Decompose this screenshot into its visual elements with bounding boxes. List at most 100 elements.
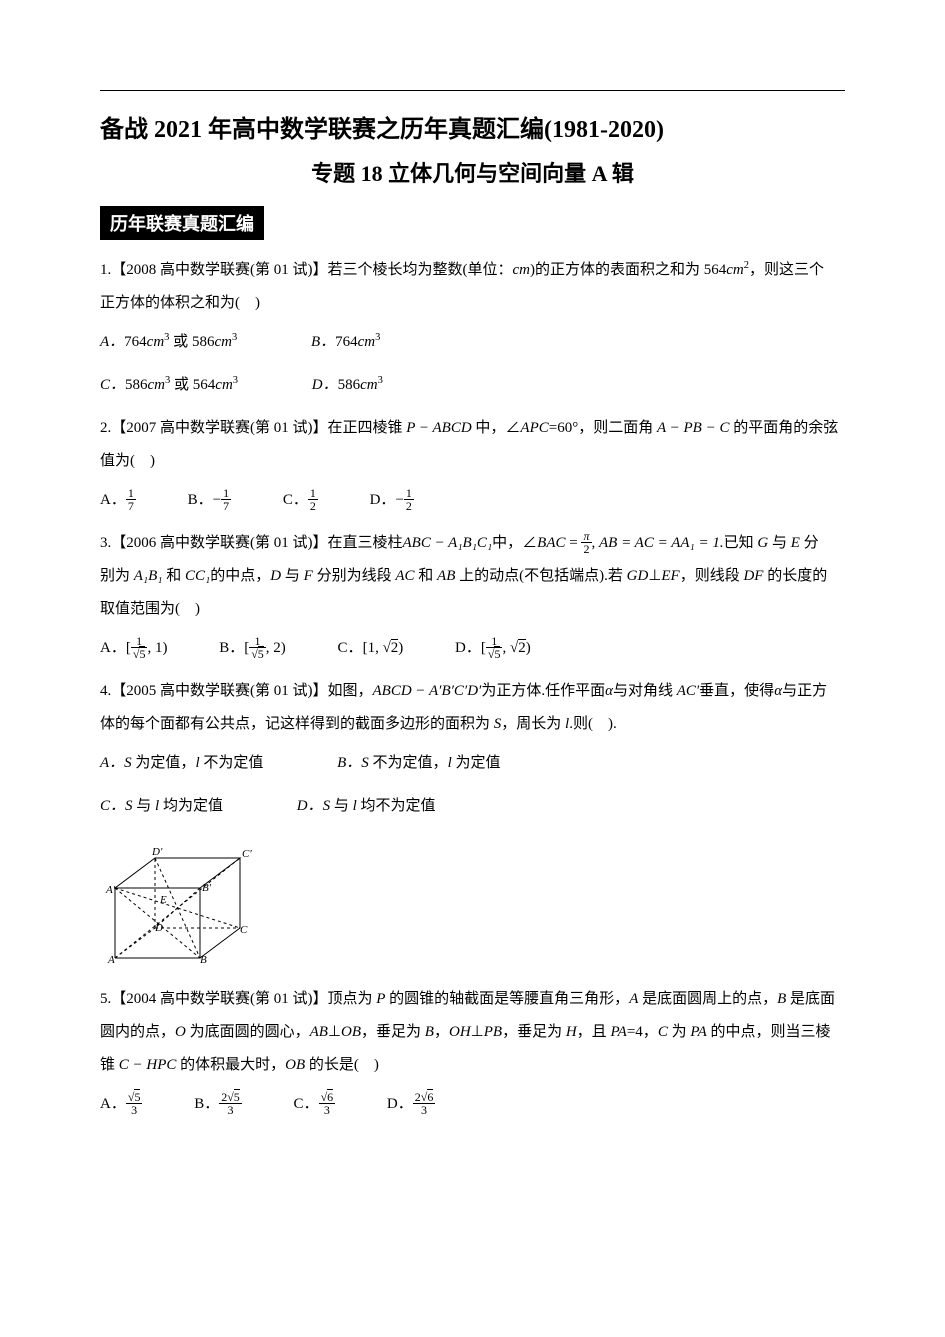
question-1: 1.【2008 高中数学联赛(第 01 试)】若三个棱长均为整数(单位：cm)的… — [100, 254, 845, 320]
q2-b-frac: 17 — [221, 487, 231, 512]
q5-a-label: A． — [100, 1096, 126, 1112]
q1-stem-b: )的正方体的表面积之和为 564 — [530, 262, 726, 278]
q3-df: DF — [743, 568, 763, 584]
q4-d-label: D． — [297, 798, 323, 814]
q3-gd: GD — [627, 568, 649, 584]
q4-l2a: 体的每个面都有公共点，记这样得到的截面多边形的面积为 — [100, 716, 494, 732]
q5-option-d: D．2√63 — [387, 1088, 435, 1121]
lbl-Ap: A′ — [105, 884, 116, 896]
question-3: 3.【2006 高中数学联赛(第 01 试)】在直三棱柱ABC − A₁B₁C₁… — [100, 527, 845, 626]
q2-option-b: B．−17 — [188, 484, 231, 517]
q3-e: E — [791, 535, 800, 551]
q2-c-d: 2 — [308, 500, 318, 512]
question-2: 2.【2007 高中数学联赛(第 01 试)】在正四棱锥 P − ABCD 中，… — [100, 412, 845, 478]
q4-option-a: A．S 为定值，l 不为定值 — [100, 747, 263, 780]
lbl-C: C — [240, 924, 248, 936]
q3-ef: EF — [661, 568, 679, 584]
q1-a-v2: 586 — [192, 334, 215, 350]
q5-option-c: C．√63 — [294, 1088, 336, 1121]
q3-a: 3.【2006 高中数学联赛(第 01 试)】在直三棱柱 — [100, 535, 403, 551]
q3-d-mid: , — [502, 640, 510, 656]
q5-PB: PB — [484, 1024, 502, 1040]
q5-c-rad: 6 — [327, 1089, 333, 1104]
q1-d-u: cm — [360, 377, 378, 393]
q5-B: B — [777, 991, 786, 1007]
q4-b-ta: S — [361, 755, 369, 771]
q5-l2e: ，垂足为 — [502, 1024, 566, 1040]
q3-b-mid: , 2 — [266, 640, 281, 656]
q5-l2a: 圆内的点， — [100, 1024, 175, 1040]
q1-stem-d: 正方体的体积之和为( ) — [100, 295, 260, 311]
question-5: 5.【2004 高中数学联赛(第 01 试)】顶点为 P 的圆锥的轴截面是等腰直… — [100, 983, 845, 1082]
q3-d-rad1: 5 — [494, 646, 500, 661]
q1-a-p2: 3 — [232, 332, 237, 343]
q5-b-label: B． — [194, 1096, 219, 1112]
q4-a-tb: 为定值， — [132, 755, 196, 771]
q3-a-label: A． — [100, 640, 126, 656]
q3-side: AB = AC = AA₁ = 1. — [599, 535, 724, 551]
q4-figure: A B C D A′ B′ C′ D′ E — [100, 833, 845, 973]
q1-a-u1: cm — [147, 334, 165, 350]
q3-g: G — [757, 535, 768, 551]
q3-c-r: ) — [398, 640, 403, 656]
q3-a-r: ) — [162, 640, 167, 656]
q2-d-sign: − — [395, 492, 403, 508]
q2-c-frac: 12 — [308, 487, 318, 512]
q5-c-frac: √63 — [319, 1091, 336, 1116]
q5-d-label: D． — [387, 1096, 413, 1112]
q4-a-label: A． — [100, 755, 124, 771]
q3-c: , — [592, 535, 600, 551]
q3-bac: BAC — [537, 535, 565, 551]
q5-d-coef: 2 — [415, 1090, 421, 1104]
q1-c-v2: 564 — [193, 377, 216, 393]
q1-options-row1: A．764cm3 或 586cm3 B．764cm3 — [100, 326, 845, 359]
q5-l2c: ，垂足为 — [361, 1024, 425, 1040]
q1-c-v1: 586 — [125, 377, 148, 393]
q5-a-frac: √53 — [126, 1091, 143, 1116]
q5-l3a: 锥 — [100, 1057, 119, 1073]
q1-d-p: 3 — [378, 375, 383, 386]
q3-l2e: ，则线段 — [680, 568, 744, 584]
q2-options: A．17 B．−17 C．12 D．−12 — [100, 484, 845, 517]
q4-b-tb: 不为定值， — [369, 755, 448, 771]
q5-a-rad: 5 — [134, 1089, 140, 1104]
q3-option-a: A．[1√5, 1) — [100, 632, 167, 665]
q3-c-label: C． — [338, 640, 363, 656]
q5-options: A．√53 B．2√53 C．√63 D．2√63 — [100, 1088, 845, 1121]
q1-options-row2: C．586cm3 或 564cm3 D． 586 cm3 — [100, 369, 845, 402]
lbl-A: A — [107, 954, 115, 966]
q3-d-label: D． — [455, 640, 481, 656]
q3-d-d: √5 — [486, 648, 503, 660]
q1-d-label: D． — [312, 377, 338, 393]
q3-b-label: B． — [219, 640, 244, 656]
q2-a-frac: 17 — [126, 487, 136, 512]
q4-l2b: .则( ). — [569, 716, 617, 732]
q5-PA: PA — [610, 1024, 626, 1040]
cube-diagram-icon: A B C D A′ B′ C′ D′ E — [100, 833, 260, 968]
q5-B2: B — [425, 1024, 434, 1040]
lbl-Bp: B′ — [202, 882, 212, 894]
q2-pabcd: P − ABCD — [406, 420, 471, 436]
q4-b-td: 为定值 — [452, 755, 501, 771]
q4-d-td: 均不为定值 — [357, 798, 436, 814]
q3-dd: D — [270, 568, 281, 584]
q4-options-row1: A．S 为定值，l 不为定值 B．S 不为定值，l 为定值 — [100, 747, 845, 780]
q5-perp1: ⊥ — [328, 1024, 341, 1040]
q4-a: 4.【2005 高中数学联赛(第 01 试)】如图， — [100, 683, 373, 699]
q1-option-c: C．586cm3 或 564cm3 — [100, 369, 238, 402]
q1-option-a: A．764cm3 或 586cm3 — [100, 326, 237, 359]
q3-option-d: D．[1√5, √2) — [455, 632, 531, 665]
q2-a-label: A． — [100, 492, 126, 508]
q5-d-rad: 6 — [427, 1089, 433, 1104]
q2-option-c: C．12 — [283, 484, 318, 517]
q5-b-d: 3 — [219, 1104, 242, 1116]
q2-d-d: 2 — [404, 500, 414, 512]
q3-options: A．[1√5, 1) B．[1√5, 2) C．[1, √2) D．[1√5, … — [100, 632, 845, 665]
q3-l2c: 分别为线段 — [313, 568, 396, 584]
q1-unit-cm2: cm — [726, 262, 744, 278]
q3-and4: 和 — [415, 568, 438, 584]
q2-stem-d: 的平面角的余弦 — [729, 420, 838, 436]
q3-b-frac: 1√5 — [249, 635, 266, 660]
q4-c-ta: S — [125, 798, 133, 814]
q5-OB: OB — [341, 1024, 361, 1040]
